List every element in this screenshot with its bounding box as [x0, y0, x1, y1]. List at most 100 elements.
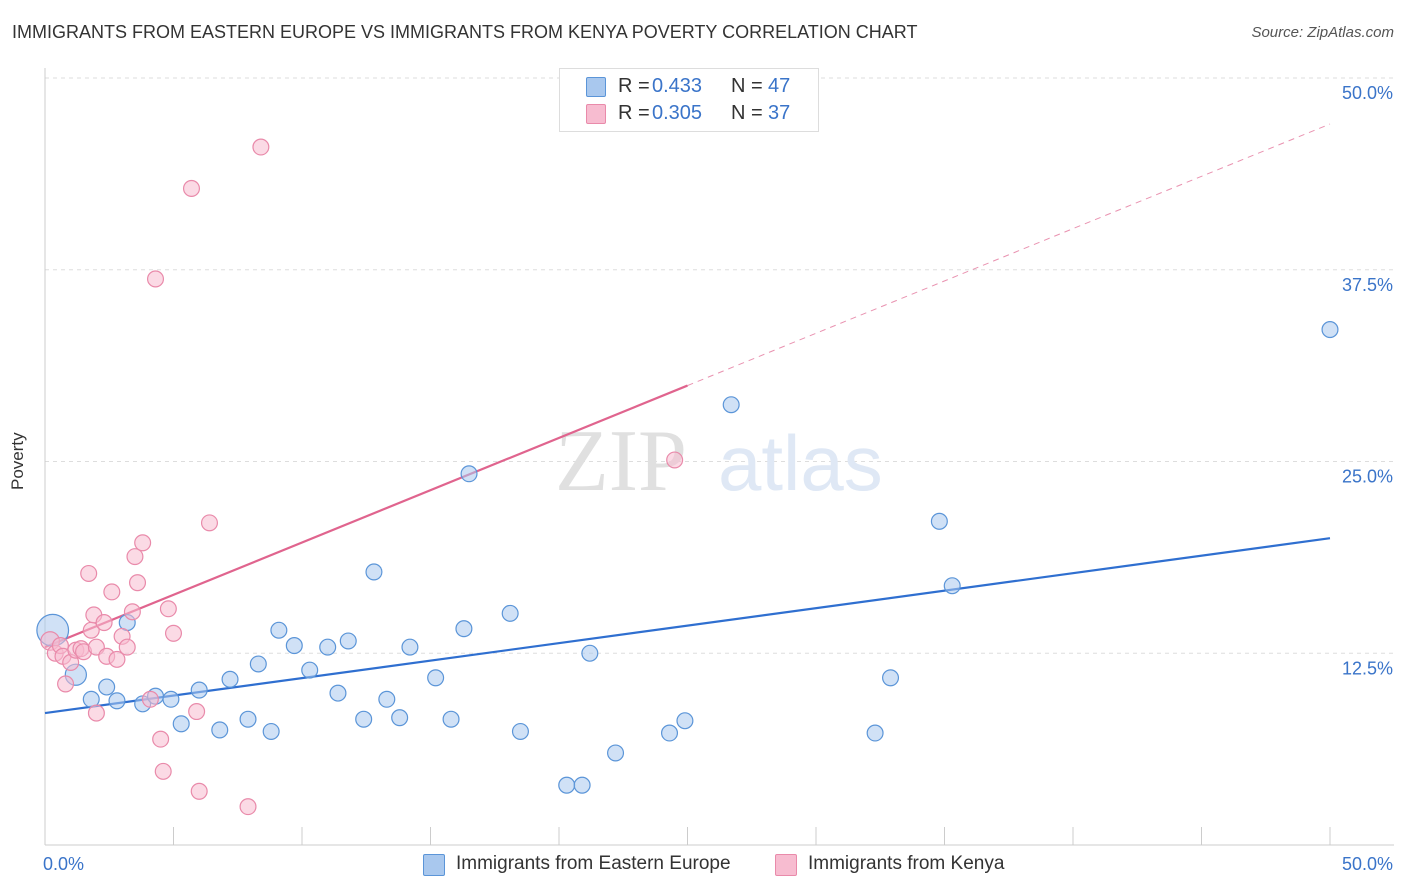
legend-r-value: 0.433: [652, 75, 703, 97]
point-eastern-europe: [866, 724, 884, 742]
legend-n-label: N =: [731, 102, 763, 124]
y-tick-label: 50.0%: [1342, 83, 1393, 103]
point-eastern-europe: [270, 621, 288, 639]
series-name: Immigrants from Eastern Europe: [456, 853, 731, 874]
point-eastern-europe: [211, 721, 229, 739]
y-tick-label: 12.5%: [1342, 658, 1393, 678]
point-kenya: [190, 782, 208, 800]
correlation-legend: R = 0.433 N = 47 R = 0.305 N = 37: [559, 68, 819, 132]
watermark-zip: ZIP: [555, 413, 687, 510]
point-eastern-europe: [98, 678, 116, 696]
point-eastern-europe: [943, 577, 961, 595]
point-eastern-europe: [460, 465, 478, 483]
point-kenya: [108, 650, 126, 668]
x-tick-label: 0.0%: [43, 854, 84, 874]
y-tick-label: 25.0%: [1342, 467, 1393, 487]
series-swatch-pink: [775, 854, 797, 876]
point-eastern-europe: [355, 710, 373, 728]
point-kenya: [118, 638, 136, 656]
trend-line-eastern-europe: [44, 537, 1331, 715]
trend-lines: [44, 123, 1331, 715]
trend-extension-kenya: [687, 123, 1331, 387]
point-eastern-europe: [339, 632, 357, 650]
point-eastern-europe: [249, 655, 267, 673]
point-kenya: [182, 179, 201, 197]
watermark: ZIP atlas: [555, 413, 883, 510]
point-eastern-europe: [162, 690, 180, 708]
trend-line-kenya: [44, 384, 688, 649]
point-eastern-europe: [401, 638, 419, 656]
data-points: [36, 138, 1339, 816]
x-tick-labels: 0.0% 50.0%: [43, 854, 1393, 874]
legend-n-label: N =: [731, 75, 763, 97]
point-eastern-europe: [930, 512, 948, 530]
point-eastern-europe: [455, 620, 473, 638]
point-kenya: [154, 762, 172, 780]
point-kenya: [146, 270, 165, 288]
point-kenya: [666, 451, 684, 469]
point-eastern-europe: [301, 661, 319, 679]
point-eastern-europe: [573, 776, 591, 794]
point-eastern-europe: [285, 637, 303, 655]
point-kenya: [252, 138, 270, 156]
point-eastern-europe: [882, 669, 900, 687]
y-tick-label: 37.5%: [1342, 275, 1393, 295]
legend-r-label: R =: [618, 102, 650, 124]
grid-lines: [45, 77, 1394, 654]
axes: [44, 68, 1394, 846]
legend-n-value: 47: [768, 75, 791, 97]
watermark-atlas: atlas: [718, 419, 883, 507]
point-kenya: [103, 583, 121, 601]
point-eastern-europe: [239, 710, 257, 728]
x-tick-label: 50.0%: [1342, 854, 1393, 874]
point-kenya: [123, 603, 141, 621]
point-eastern-europe: [108, 692, 126, 710]
chart-title: IMMIGRANTS FROM EASTERN EUROPE VS IMMIGR…: [12, 22, 918, 42]
point-eastern-europe: [262, 722, 280, 741]
point-eastern-europe: [607, 744, 625, 762]
point-eastern-europe: [378, 690, 396, 708]
point-eastern-europe: [660, 724, 679, 742]
point-eastern-europe: [581, 644, 599, 662]
point-kenya: [141, 690, 159, 708]
point-eastern-europe: [501, 604, 519, 622]
point-kenya: [159, 600, 177, 618]
point-eastern-europe: [511, 722, 529, 741]
point-eastern-europe: [190, 681, 208, 699]
point-kenya: [188, 703, 206, 721]
series-name: Immigrants from Kenya: [808, 853, 1005, 874]
point-eastern-europe: [365, 563, 383, 581]
point-eastern-europe: [442, 710, 460, 728]
point-kenya: [129, 574, 147, 592]
legend-r-value: 0.305: [652, 102, 703, 124]
legend-swatch-pink: [586, 104, 606, 124]
y-tick-labels: 12.5% 25.0% 37.5% 50.0%: [1342, 83, 1393, 678]
point-kenya: [239, 798, 257, 816]
legend-swatch-blue: [586, 77, 606, 97]
point-kenya: [87, 704, 105, 722]
point-kenya: [80, 564, 98, 583]
series-swatch-blue: [423, 854, 445, 876]
point-kenya: [134, 534, 152, 552]
point-kenya: [200, 514, 218, 532]
point-kenya: [152, 730, 170, 748]
point-eastern-europe: [722, 396, 740, 414]
point-kenya: [57, 675, 75, 693]
point-eastern-europe: [1321, 321, 1339, 339]
legend-r-label: R =: [618, 75, 650, 97]
point-kenya: [126, 548, 144, 566]
point-eastern-europe: [676, 712, 694, 730]
point-eastern-europe: [391, 709, 409, 727]
legend-n-value: 37: [768, 102, 791, 124]
point-eastern-europe: [172, 715, 190, 733]
point-eastern-europe: [319, 638, 337, 656]
point-eastern-europe: [427, 669, 445, 687]
source-credit: Source: ZipAtlas.com: [1251, 24, 1394, 41]
point-eastern-europe: [558, 776, 576, 794]
point-kenya: [95, 614, 113, 632]
point-kenya: [164, 624, 183, 642]
point-eastern-europe: [221, 670, 239, 688]
y-axis-label: Poverty: [8, 432, 27, 490]
point-eastern-europe: [329, 684, 347, 702]
